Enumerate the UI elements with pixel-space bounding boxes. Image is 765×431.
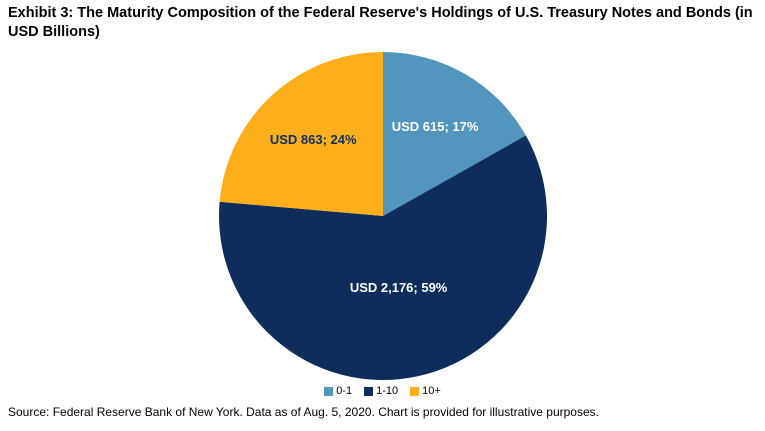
chart-title: Exhibit 3: The Maturity Composition of t…: [8, 5, 753, 40]
legend-swatch-0-1: [324, 386, 334, 396]
legend-item-10+: 10+: [410, 385, 441, 397]
pie-chart-svg: USD 615; 17% USD 2,176; 59% USD 863; 24%: [219, 52, 548, 380]
chart-legend: 0-1 1-10 10+: [0, 384, 765, 398]
legend-swatch-1-10: [364, 386, 374, 396]
pie-slice-1-10: [219, 135, 548, 380]
legend-label: 1-10: [376, 385, 399, 397]
pie-slice-10+: [219, 52, 383, 216]
source-note: Source: Federal Reserve Bank of New York…: [8, 405, 599, 419]
pie-slice-label-1-10: USD 2,176; 59%: [350, 280, 448, 295]
pie-slice-label-10+: USD 863; 24%: [270, 132, 357, 147]
legend-item-0-1: 0-1: [324, 385, 352, 397]
legend-label: 0-1: [336, 385, 353, 397]
pie-slice-0-1: [383, 52, 526, 216]
legend-swatch-10+: [410, 386, 420, 396]
legend-item-1-10: 1-10: [364, 385, 398, 397]
legend-label: 10+: [422, 385, 441, 397]
pie-chart: USD 615; 17% USD 2,176; 59% USD 863; 24%: [218, 51, 548, 381]
pie-slice-label-0-1: USD 615; 17%: [392, 119, 479, 134]
